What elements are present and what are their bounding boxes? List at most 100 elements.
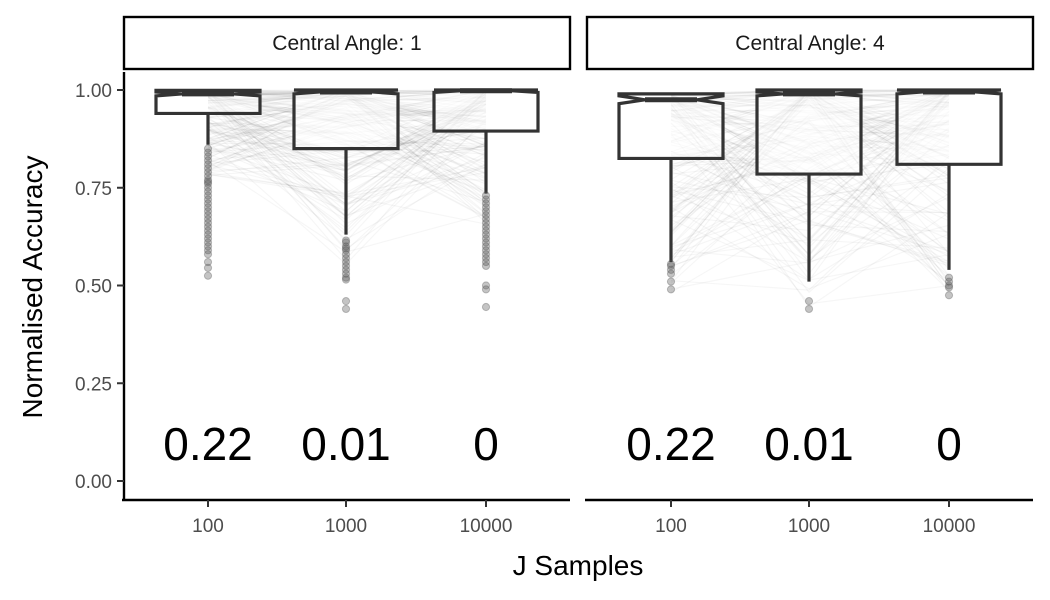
x-tick-label: 1000 bbox=[788, 516, 830, 537]
outlier-point bbox=[481, 261, 491, 271]
x-axis-title: J Samples bbox=[513, 550, 644, 581]
outlier-point bbox=[944, 283, 954, 292]
y-tick-label: 0.75 bbox=[75, 179, 112, 200]
annotation-label: 0 bbox=[473, 418, 499, 470]
box-body bbox=[292, 88, 400, 151]
y-tick-label: 0.00 bbox=[75, 472, 112, 493]
box-10000 bbox=[432, 88, 540, 312]
outlier-point bbox=[944, 291, 954, 300]
outlier-point bbox=[481, 254, 491, 263]
outlier-point bbox=[481, 218, 491, 228]
box-body bbox=[895, 88, 1003, 166]
outlier-point bbox=[203, 238, 213, 247]
box-body bbox=[755, 88, 863, 176]
outlier-point bbox=[203, 175, 213, 185]
outlier-point bbox=[481, 250, 491, 259]
box-100 bbox=[154, 88, 262, 280]
outlier-point bbox=[341, 236, 351, 245]
outlier-point bbox=[341, 297, 351, 306]
outlier-point bbox=[481, 281, 491, 290]
strip-box bbox=[122, 15, 572, 71]
outlier-point bbox=[203, 214, 213, 224]
outlier-point bbox=[203, 164, 213, 173]
outlier-point bbox=[203, 171, 213, 181]
box-100 bbox=[617, 92, 725, 294]
strip-label: Central Angle: 4 bbox=[735, 32, 885, 55]
panel-2: Central Angle: 4 0.22 0.01 0 100 1000 10000 bbox=[585, 15, 1035, 537]
outlier-point bbox=[341, 244, 351, 253]
outlier-point bbox=[481, 195, 491, 204]
outlier-point bbox=[203, 207, 213, 216]
outlier-point bbox=[203, 144, 213, 153]
outlier-point bbox=[481, 211, 491, 220]
outlier-point bbox=[666, 269, 676, 278]
outlier-point bbox=[944, 281, 954, 290]
outlier-point bbox=[481, 191, 491, 200]
outlier-point bbox=[203, 230, 213, 239]
x-tick-label: 10000 bbox=[460, 516, 513, 537]
outlier-point bbox=[481, 242, 491, 251]
annotation-label: 0.01 bbox=[764, 418, 854, 470]
outlier-point bbox=[944, 273, 954, 282]
outlier-point bbox=[481, 246, 491, 255]
strip-label: Central Angle: 1 bbox=[272, 32, 421, 55]
outlier-point bbox=[481, 203, 491, 212]
outlier-point bbox=[203, 148, 213, 157]
outlier-point bbox=[944, 277, 954, 286]
outlier-point bbox=[203, 226, 213, 235]
y-tick-label: 0.25 bbox=[75, 374, 112, 395]
outlier-point bbox=[341, 304, 351, 314]
outlier-point bbox=[481, 234, 491, 243]
outlier-point bbox=[341, 265, 351, 274]
x-tick-label: 100 bbox=[655, 516, 687, 537]
outlier-point bbox=[203, 191, 213, 200]
outlier-point bbox=[481, 226, 491, 235]
box-body bbox=[617, 92, 725, 161]
outlier-point bbox=[341, 261, 351, 271]
outlier-point bbox=[341, 269, 351, 278]
outlier-point bbox=[341, 275, 351, 284]
outlier-point bbox=[203, 211, 213, 220]
annotation-label: 0.22 bbox=[626, 418, 716, 470]
outlier-point bbox=[341, 242, 351, 251]
outlier-point bbox=[481, 222, 491, 231]
outlier-point bbox=[666, 277, 676, 286]
outlier-point bbox=[203, 168, 213, 177]
outlier-point bbox=[203, 246, 213, 255]
outlier-point bbox=[203, 183, 213, 192]
outlier-point bbox=[203, 187, 213, 196]
outlier-point bbox=[203, 250, 213, 259]
outlier-point bbox=[203, 179, 213, 188]
outlier-point bbox=[203, 242, 213, 251]
outlier-point bbox=[341, 257, 351, 267]
outlier-point bbox=[203, 156, 213, 165]
box-1000 bbox=[755, 88, 863, 314]
outlier-point bbox=[481, 199, 491, 208]
y-axis: 0.00 0.25 0.50 0.75 1.00 bbox=[75, 72, 126, 500]
outlier-point bbox=[666, 261, 676, 271]
outlier-point bbox=[341, 246, 351, 255]
outlier-point bbox=[203, 203, 213, 212]
box-1000 bbox=[292, 88, 400, 314]
outlier-point bbox=[481, 238, 491, 247]
panel-1: Central Angle: 1 0.22 0.01 0 100 1000 10000 bbox=[122, 15, 572, 537]
outlier-point bbox=[203, 257, 213, 267]
outlier-point bbox=[804, 304, 814, 314]
outlier-point bbox=[341, 254, 351, 263]
outlier-point bbox=[203, 218, 213, 228]
annotation-label: 0.01 bbox=[301, 418, 391, 470]
outlier-point bbox=[203, 152, 213, 161]
outlier-point bbox=[481, 257, 491, 267]
outlier-point bbox=[341, 273, 351, 282]
y-tick-label: 1.00 bbox=[75, 81, 112, 102]
outlier-point bbox=[341, 238, 351, 247]
x-tick-label: 100 bbox=[192, 516, 224, 537]
annotation-label: 0 bbox=[936, 418, 962, 470]
outlier-point bbox=[481, 302, 491, 312]
strip-box bbox=[585, 15, 1035, 71]
outlier-point bbox=[481, 285, 491, 294]
outlier-point bbox=[203, 222, 213, 231]
outlier-point bbox=[203, 234, 213, 243]
outlier-point bbox=[804, 297, 814, 306]
